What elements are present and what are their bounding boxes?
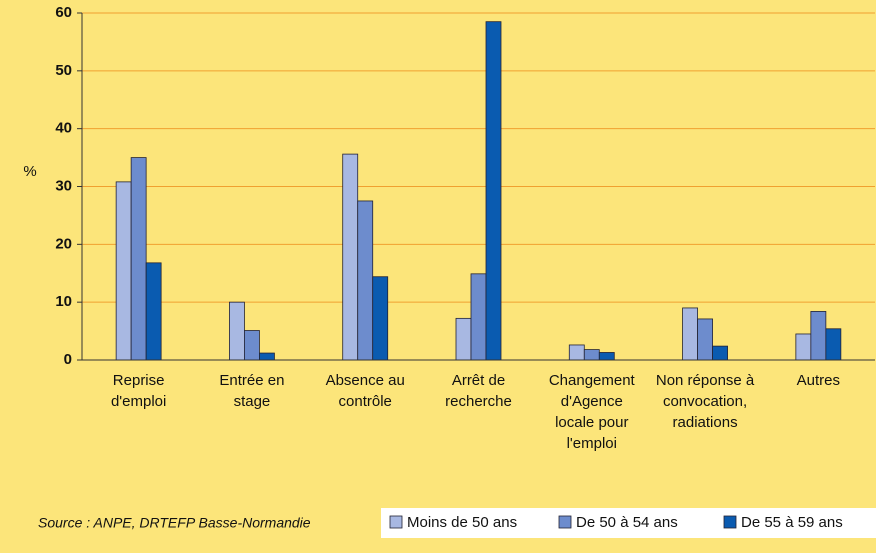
- y-tick-label: 60: [55, 4, 72, 21]
- y-tick-label: 30: [55, 177, 72, 194]
- y-tick-label: 20: [55, 235, 72, 252]
- x-tick-label: Reprise d'emploi: [110, 372, 167, 410]
- bar: [130, 157, 147, 361]
- y-tick-label: 0: [64, 351, 72, 368]
- legend-swatch: [389, 515, 403, 529]
- bar: [568, 344, 585, 361]
- x-tick-label: Arrêt de recherche: [445, 372, 512, 410]
- y-tick-label: 10: [55, 293, 72, 310]
- bar: [115, 181, 132, 361]
- bar: [372, 276, 389, 361]
- bar: [357, 200, 374, 361]
- legend-label: De 55 à 59 ans: [741, 514, 843, 531]
- x-tick-label: Absence au contrôle: [325, 372, 405, 410]
- bar: [697, 318, 713, 361]
- y-tick-label: 50: [55, 62, 72, 79]
- bar: [259, 352, 275, 361]
- bar: [712, 345, 728, 361]
- bar: [145, 262, 162, 361]
- legend-swatch: [723, 515, 737, 529]
- bar: [229, 301, 245, 361]
- bar: [342, 153, 359, 361]
- legend-box: [381, 508, 876, 538]
- bar: [598, 352, 615, 361]
- legend-label: De 50 à 54 ans: [576, 514, 678, 531]
- bar: [583, 349, 600, 361]
- bar: [455, 317, 472, 361]
- x-tick-label: Changement d'Agence locale pour l'emploi: [548, 372, 635, 452]
- bar: [810, 311, 827, 361]
- y-axis-label: %: [23, 163, 36, 180]
- bar: [795, 333, 812, 361]
- bar: [682, 307, 698, 361]
- legend-swatch: [558, 515, 572, 529]
- x-tick-label: Non réponse à convocation, radiations: [655, 372, 755, 431]
- y-tick-label: 40: [55, 120, 72, 137]
- bar: [244, 330, 260, 361]
- bar: [470, 273, 487, 361]
- bar: [485, 21, 502, 361]
- x-tick-label: Entrée en stage: [219, 372, 285, 410]
- legend-label: Moins de 50 ans: [407, 514, 517, 531]
- bar: [825, 328, 842, 361]
- x-tick-label: Autres: [796, 372, 841, 389]
- source: Source : ANPE, DRTEFP Basse-Normandie: [38, 515, 311, 531]
